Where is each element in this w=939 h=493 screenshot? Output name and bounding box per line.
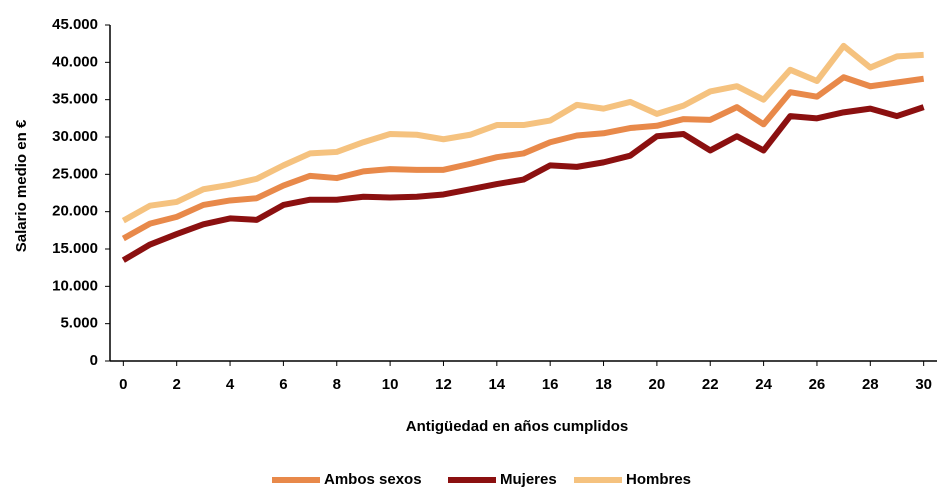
x-tick-label: 0 bbox=[119, 376, 127, 393]
x-tick-label: 18 bbox=[595, 376, 612, 393]
y-tick-label: 5.000 bbox=[60, 315, 98, 332]
legend-label: Hombres bbox=[626, 471, 691, 488]
x-axis-label: Antigüedad en años cumplidos bbox=[406, 418, 629, 435]
y-tick-label: 40.000 bbox=[52, 53, 98, 70]
x-tick-label: 14 bbox=[488, 376, 505, 393]
x-tick-label: 30 bbox=[915, 376, 932, 393]
y-tick-label: 25.000 bbox=[52, 165, 98, 182]
series-line bbox=[121, 74, 925, 242]
x-tick-label: 10 bbox=[382, 376, 399, 393]
y-tick-label: 35.000 bbox=[52, 91, 98, 108]
x-tick-label: 6 bbox=[279, 376, 287, 393]
series-line bbox=[121, 42, 924, 224]
y-tick-label: 0 bbox=[90, 352, 98, 369]
y-tick-label: 45.000 bbox=[52, 16, 98, 33]
y-tick-label: 15.000 bbox=[52, 240, 98, 257]
y-tick-label: 30.000 bbox=[52, 128, 98, 145]
x-tick-label: 26 bbox=[809, 376, 826, 393]
y-tick-label: 10.000 bbox=[52, 277, 98, 294]
legend-label: Mujeres bbox=[500, 471, 557, 488]
x-tick-label: 20 bbox=[649, 376, 666, 393]
x-tick-label: 8 bbox=[333, 376, 341, 393]
y-tick-label: 20.000 bbox=[52, 203, 98, 220]
x-tick-label: 12 bbox=[435, 376, 452, 393]
x-tick-label: 4 bbox=[226, 376, 235, 393]
legend-label: Ambos sexos bbox=[324, 471, 422, 488]
x-tick-label: 28 bbox=[862, 376, 879, 393]
x-tick-label: 22 bbox=[702, 376, 719, 393]
x-tick-label: 24 bbox=[755, 376, 772, 393]
series-line bbox=[121, 104, 925, 263]
x-tick-label: 2 bbox=[173, 376, 181, 393]
x-tick-label: 16 bbox=[542, 376, 559, 393]
y-axis-label: Salario medio en € bbox=[13, 119, 30, 252]
